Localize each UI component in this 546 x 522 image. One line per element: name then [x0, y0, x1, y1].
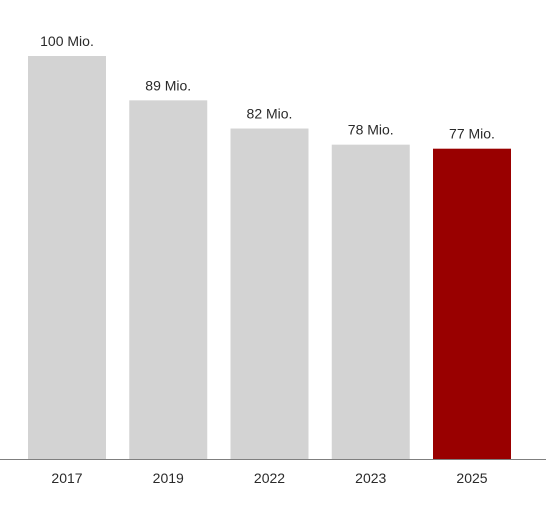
value-label-2023: 78 Mio.: [348, 122, 394, 138]
value-label-2022: 82 Mio.: [247, 106, 293, 122]
bar-2019: [129, 100, 208, 459]
bar-2017: [28, 56, 106, 459]
value-label-2019: 89 Mio.: [145, 77, 191, 93]
bar-2023: [331, 144, 410, 459]
bars-group: [28, 56, 511, 460]
x-tick-label-2023: 2023: [355, 470, 386, 486]
x-tick-label-2025: 2025: [456, 470, 487, 486]
value-labels-group: 100 Mio. 89 Mio. 82 Mio. 78 Mio. 77 Mio.: [40, 33, 495, 142]
x-tick-labels-group: 2017 2019 2022 2023 2025: [51, 470, 487, 486]
value-label-2017: 100 Mio.: [40, 33, 94, 49]
bar-2022: [230, 128, 309, 460]
x-tick-label-2019: 2019: [153, 470, 184, 486]
x-tick-label-2022: 2022: [254, 470, 285, 486]
x-tick-label-2017: 2017: [51, 470, 82, 486]
bar-2025: [433, 148, 511, 459]
value-label-2025: 77 Mio.: [449, 126, 495, 142]
